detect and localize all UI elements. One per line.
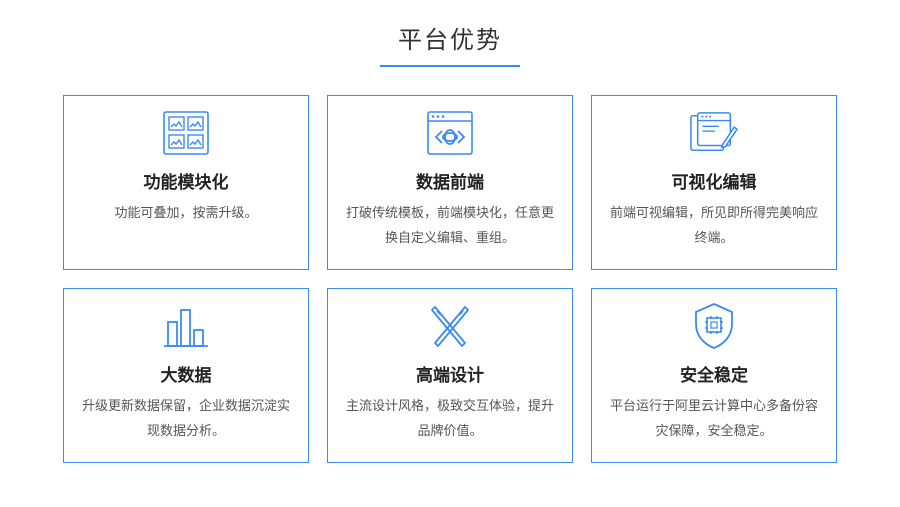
card-title: 可视化编辑: [672, 168, 757, 193]
card-desc: 平台运行于阿里云计算中心多备份容灾保障，安全稳定。: [608, 394, 820, 443]
feature-card: 高端设计 主流设计风格，极致交互体验，提升品牌价值。: [327, 288, 573, 463]
card-desc: 前端可视编辑，所见即所得完美响应终端。: [608, 201, 820, 250]
security-icon: [690, 303, 738, 349]
card-title: 数据前端: [416, 168, 484, 193]
visual-edit-icon: [690, 110, 738, 156]
card-title: 功能模块化: [144, 168, 229, 193]
bigdata-icon: [162, 303, 210, 349]
card-desc: 主流设计风格，极致交互体验，提升品牌价值。: [344, 394, 556, 443]
card-desc: 升级更新数据保留，企业数据沉淀实现数据分析。: [80, 394, 292, 443]
title-underline: [380, 65, 520, 67]
feature-card: 大数据 升级更新数据保留，企业数据沉淀实现数据分析。: [63, 288, 309, 463]
feature-card: 安全稳定 平台运行于阿里云计算中心多备份容灾保障，安全稳定。: [591, 288, 837, 463]
section-header: 平台优势: [60, 20, 840, 67]
feature-card: 功能模块化 功能可叠加，按需升级。: [63, 95, 309, 270]
feature-grid: 功能模块化 功能可叠加，按需升级。 数据前端 打破传统模板，前端模块化，任意更换…: [60, 95, 840, 463]
modules-icon: [162, 110, 210, 156]
card-title: 高端设计: [416, 361, 484, 386]
card-desc: 功能可叠加，按需升级。: [114, 201, 257, 226]
card-title: 安全稳定: [680, 361, 748, 386]
feature-card: 数据前端 打破传统模板，前端模块化，任意更换自定义编辑、重组。: [327, 95, 573, 270]
feature-card: 可视化编辑 前端可视编辑，所见即所得完美响应终端。: [591, 95, 837, 270]
frontend-icon: [426, 110, 474, 156]
design-icon: [426, 303, 474, 349]
section-title: 平台优势: [60, 20, 840, 55]
card-desc: 打破传统模板，前端模块化，任意更换自定义编辑、重组。: [344, 201, 556, 250]
card-title: 大数据: [161, 361, 212, 386]
